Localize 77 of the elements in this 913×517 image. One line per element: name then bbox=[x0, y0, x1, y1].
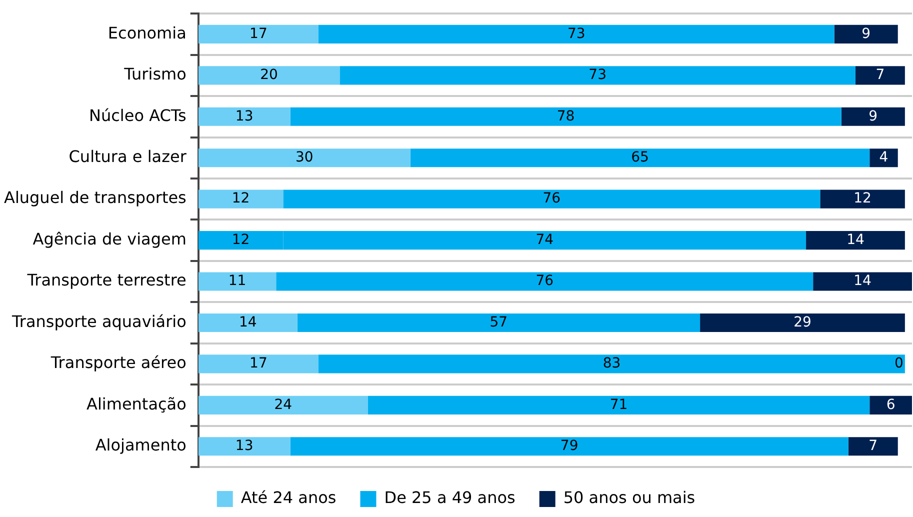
data-label: 11 bbox=[228, 273, 246, 290]
data-label: 7 bbox=[876, 67, 885, 84]
bar bbox=[198, 396, 368, 414]
data-label: 9 bbox=[868, 108, 878, 124]
bar bbox=[806, 231, 905, 250]
bar bbox=[198, 354, 319, 374]
bar bbox=[318, 24, 834, 44]
y-tick-label: Aluguel de transportes bbox=[4, 188, 186, 208]
data-label: 79 bbox=[560, 438, 578, 454]
bar bbox=[855, 66, 905, 85]
bar bbox=[297, 313, 700, 332]
data-label: 65 bbox=[631, 150, 649, 166]
bar bbox=[870, 148, 898, 168]
y-tick-label: Alojamento bbox=[95, 436, 186, 455]
bar bbox=[276, 272, 814, 291]
data-label: 0 bbox=[894, 356, 904, 372]
y-tick-label: Transporte terrestre bbox=[26, 270, 186, 290]
y-tick-label: Núcleo ACTs bbox=[89, 106, 186, 125]
data-label: 17 bbox=[250, 356, 268, 372]
bar bbox=[198, 190, 284, 208]
data-label: 76 bbox=[536, 273, 554, 290]
bar bbox=[198, 24, 319, 44]
data-label: 13 bbox=[235, 108, 254, 124]
bar bbox=[870, 396, 912, 414]
data-label: 29 bbox=[794, 314, 812, 330]
y-tick-label: Agência de viagem bbox=[32, 229, 186, 248]
bar bbox=[290, 437, 848, 456]
bar bbox=[340, 66, 856, 85]
bar bbox=[848, 437, 898, 456]
data-label: 73 bbox=[567, 26, 586, 42]
bar bbox=[290, 107, 842, 126]
bar bbox=[410, 148, 870, 168]
data-label: 30 bbox=[295, 150, 314, 166]
y-tick-label: Alimentação bbox=[86, 394, 186, 414]
legend-label: Até 24 anos bbox=[240, 488, 336, 508]
data-label: 57 bbox=[490, 314, 508, 330]
data-label: 24 bbox=[274, 396, 292, 413]
y-tick-label: Economia bbox=[108, 23, 186, 42]
bar bbox=[813, 272, 912, 291]
data-label: 14 bbox=[854, 273, 872, 290]
data-label: 17 bbox=[250, 26, 268, 42]
data-label: 12 bbox=[232, 190, 250, 207]
data-label: 7 bbox=[868, 438, 878, 454]
bar bbox=[198, 437, 290, 456]
bar bbox=[198, 272, 276, 291]
bar bbox=[318, 354, 905, 374]
data-label: 6 bbox=[886, 396, 896, 413]
y-tick-label: Transporte aquaviário bbox=[10, 312, 186, 331]
y-tick-label: Transporte aéreo bbox=[50, 353, 186, 372]
y-tick-label: Cultura e lazer bbox=[68, 147, 187, 166]
bar bbox=[700, 313, 905, 332]
bar bbox=[198, 148, 410, 168]
data-label: 14 bbox=[238, 314, 257, 330]
data-label: 74 bbox=[536, 232, 554, 248]
data-label: 12 bbox=[854, 190, 872, 207]
data-label: 4 bbox=[879, 150, 888, 166]
bar bbox=[834, 24, 898, 44]
data-label: 73 bbox=[588, 67, 607, 84]
data-label: 9 bbox=[862, 26, 871, 42]
data-label: 14 bbox=[846, 232, 864, 248]
bar bbox=[198, 313, 298, 332]
bar bbox=[820, 190, 905, 208]
data-label: 20 bbox=[260, 67, 278, 84]
data-label: 12 bbox=[232, 232, 250, 248]
data-label: 83 bbox=[602, 356, 621, 372]
bar bbox=[841, 107, 905, 126]
bar bbox=[198, 107, 290, 126]
y-tick-label: Turismo bbox=[123, 64, 186, 84]
bar bbox=[283, 190, 820, 208]
data-label: 13 bbox=[235, 438, 254, 454]
data-label: 76 bbox=[542, 190, 561, 207]
data-label: 71 bbox=[610, 396, 628, 413]
legend-label: De 25 a 49 anos bbox=[384, 488, 516, 508]
legend-label: 50 anos ou mais bbox=[563, 488, 696, 508]
bar bbox=[198, 66, 340, 85]
bar bbox=[368, 396, 870, 414]
data-label: 78 bbox=[556, 108, 575, 124]
